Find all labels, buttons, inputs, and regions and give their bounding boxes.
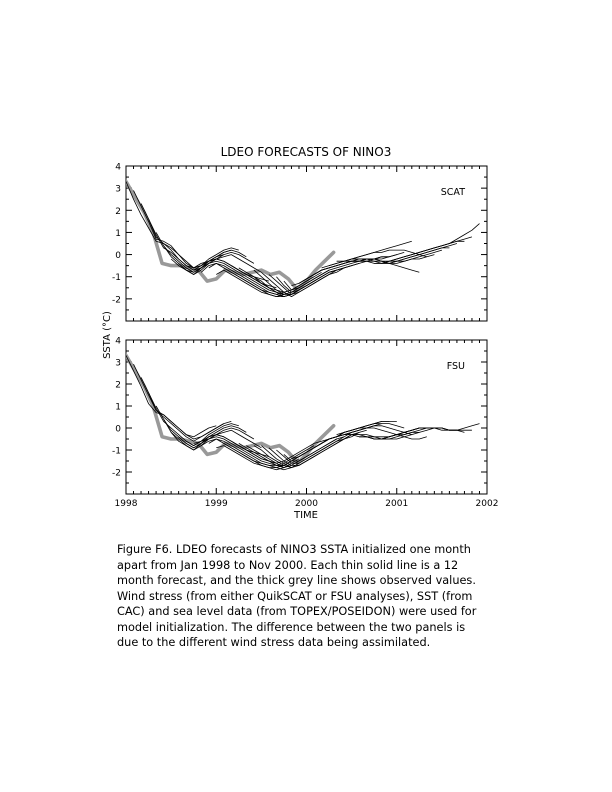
- figure-caption: Figure F6. LDEO forecasts of NINO3 SSTA …: [117, 542, 537, 651]
- forecast-line: [336, 427, 427, 440]
- forecast-line: [193, 436, 285, 468]
- caption-line: month forecast, and the thick grey line …: [117, 574, 476, 587]
- forecast-line: [126, 181, 217, 269]
- plot-frame: [125, 339, 488, 495]
- panel-scat: -2 -1 0 1 2 3 4 SCAT: [112, 163, 488, 322]
- x-tick-label: 2000: [295, 499, 318, 509]
- forecast-line: [223, 443, 315, 466]
- y-tick-label: 0: [115, 251, 121, 261]
- y-tick-label: 4: [115, 337, 121, 347]
- forecast-line: [359, 427, 450, 440]
- y-tick-label: -1: [112, 447, 121, 457]
- caption-line: CAC) and sea level data (from TOPEX/POSE…: [117, 605, 477, 618]
- y-tick-label: 1: [115, 403, 121, 413]
- x-tick-label: 2002: [476, 499, 499, 509]
- forecast-line: [389, 223, 480, 262]
- caption-line: Figure F6. LDEO forecasts of NINO3 SSTA …: [117, 543, 471, 556]
- x-tick-label: 1999: [205, 499, 228, 509]
- y-tick-label: -2: [112, 469, 121, 479]
- y-tick-label: 3: [115, 359, 121, 369]
- forecast-line: [126, 355, 217, 438]
- forecast-line: [389, 423, 480, 438]
- caption-line: model initialization. The difference bet…: [117, 620, 466, 634]
- y-tick-label: 0: [115, 425, 121, 435]
- x-tick-label: 1998: [115, 499, 138, 509]
- forecast-line: [193, 260, 285, 295]
- forecast-line: [133, 190, 224, 269]
- y-tick-label: 3: [115, 185, 121, 195]
- y-tick-label: -1: [112, 273, 121, 283]
- y-tick-label: 2: [115, 381, 121, 391]
- figure-title: LDEO FORECASTS OF NINO3: [221, 145, 392, 159]
- y-tick-label: -2: [112, 295, 121, 305]
- y-axis-label: SSTA (°C): [102, 311, 113, 359]
- panel-label: FSU: [447, 361, 465, 372]
- x-tick-label: 2001: [385, 499, 408, 509]
- y-tick-label: 4: [115, 163, 121, 173]
- plot-area: [126, 353, 480, 471]
- x-axis-label: TIME: [293, 510, 318, 521]
- forecast-line: [140, 377, 232, 442]
- y-tick-label: 1: [115, 229, 121, 239]
- caption-line: Wind stress (from either QuikSCAT or FSU…: [117, 589, 473, 603]
- panel-fsu: -2 -1 0 1 2 3 4 1998 1999 2000 2001 2002 FSU: [112, 337, 498, 510]
- plot-area: [126, 179, 480, 298]
- y-tick-label: 2: [115, 207, 121, 217]
- panel-label: SCAT: [441, 187, 465, 198]
- caption-line: apart from Jan 1998 to Nov 2000. Each th…: [117, 558, 459, 572]
- caption-line: due to the different wind stress data be…: [117, 636, 431, 649]
- forecast-line: [276, 260, 367, 293]
- forecast-line: [351, 249, 443, 264]
- plot-frame: [125, 165, 488, 322]
- forecast-line: [343, 254, 435, 262]
